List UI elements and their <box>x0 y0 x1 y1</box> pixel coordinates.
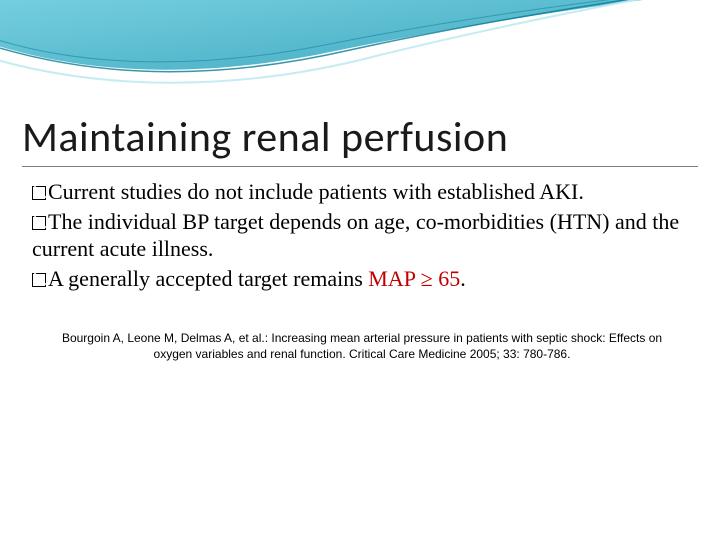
citation-text: Bourgoin A, Leone M, Delmas A, et al.: I… <box>42 330 682 362</box>
bullet-3: A generally accepted target remains MAP … <box>32 265 692 293</box>
bullet-1: Current studies do not include patients … <box>32 178 692 206</box>
decorative-wave <box>0 0 720 110</box>
bullet-1-text: Current studies do not include patients … <box>48 179 584 204</box>
bullet-3-emphasis: MAP ≥ 65 <box>368 266 460 291</box>
bullet-2: The individual BP target depends on age,… <box>32 208 692 263</box>
bullet-3-text: A generally accepted target remains <box>48 266 368 291</box>
bullet-icon <box>32 186 46 200</box>
bullet-3-tail: . <box>460 266 466 291</box>
bullet-2-text: The individual BP target depends on age,… <box>32 209 679 262</box>
bullet-icon <box>32 273 46 287</box>
bullet-icon <box>32 216 46 230</box>
slide-body: Current studies do not include patients … <box>32 178 692 294</box>
slide-title: Maintaining renal perfusion <box>22 112 508 163</box>
title-underline <box>22 166 698 167</box>
